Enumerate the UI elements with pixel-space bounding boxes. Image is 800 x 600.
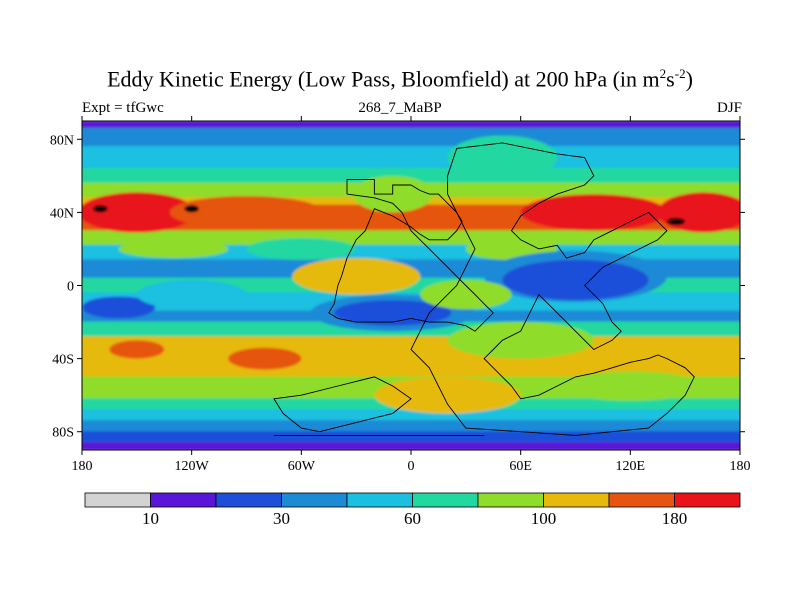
zonal-band-0	[82, 121, 740, 129]
colorbar-label-2: 60	[404, 509, 421, 528]
zonal-band-18	[82, 420, 740, 433]
chart-title: Eddy Kinetic Energy (Low Pass, Bloomfiel…	[0, 66, 800, 92]
y-tick-label-1: 40N	[50, 206, 74, 221]
zonal-band-1	[82, 127, 740, 148]
zonal-band-20	[82, 442, 740, 450]
zonal-band-2	[82, 146, 740, 170]
contour-feature-4	[520, 194, 667, 231]
x-tick-label-5: 120E	[616, 459, 646, 474]
contour-feature-19	[109, 340, 165, 359]
continent-outline-0	[328, 179, 494, 332]
x-tick-label-1: 120W	[175, 459, 210, 474]
contour-feature-20	[228, 347, 302, 370]
colorbar-swatch-6	[477, 492, 544, 508]
colorbar-swatch-0	[84, 492, 151, 508]
continent-outline-layer	[273, 142, 695, 436]
contour-feature-9	[246, 237, 357, 260]
run-id-label: 268_7_MaBP	[358, 100, 442, 116]
y-tick-label-2: 0	[67, 280, 74, 295]
zonal-band-14	[82, 336, 740, 378]
colorbar-label-0: 10	[142, 509, 159, 528]
colorbar-label-1: 30	[273, 509, 290, 528]
contour-feature-16	[136, 280, 247, 310]
axes-layer: 180 120W 60W 0 60E 120E 180 80N 40N 0 40S 80S	[50, 116, 751, 474]
colorbar-swatch-1	[150, 492, 217, 508]
colorbar-swatch-8	[608, 492, 675, 508]
season-label: DJF	[716, 100, 742, 116]
colorbar-swatch-3	[281, 492, 348, 508]
contour-feature-24	[118, 239, 229, 259]
colorbar-swatch-9	[674, 492, 741, 508]
colorbar-swatch-5	[412, 492, 479, 508]
zonal-band-19	[82, 431, 740, 444]
zonal-band-17	[82, 409, 740, 422]
contour-feature-8	[666, 217, 686, 226]
contour-feature-21	[447, 322, 594, 359]
contour-feature-23	[557, 371, 704, 401]
contour-feature-3	[447, 135, 558, 180]
x-tick-label-3: 0	[408, 459, 415, 474]
colorbar: 10 30 60 100 180	[84, 492, 741, 528]
continent-outline-2	[273, 376, 412, 433]
contour-feature-12	[502, 259, 649, 301]
chart-title-sup-1: 2	[659, 66, 667, 81]
zonal-band-3	[82, 168, 740, 184]
x-tick-label-6: 180	[730, 459, 751, 474]
x-tick-label-0: 180	[72, 459, 93, 474]
chart-title-end: )	[685, 66, 693, 92]
y-tick-label-4: 80S	[52, 426, 74, 441]
contour-feature-1	[169, 195, 324, 229]
x-tick-label-2: 60W	[288, 459, 316, 474]
contour-feature-6	[92, 205, 108, 213]
colorbar-swatch-4	[346, 492, 413, 508]
colorbar-swatch-2	[215, 492, 282, 508]
colorbar-label-3: 100	[531, 509, 557, 528]
x-tick-label-4: 60E	[509, 459, 532, 474]
zonal-band-7	[82, 230, 740, 246]
chart-title-sup-2: -2	[674, 66, 686, 81]
y-tick-label-3: 40S	[52, 353, 74, 368]
contour-shaded-field	[82, 121, 740, 450]
colorbar-label-4: 180	[662, 509, 688, 528]
contour-feature-18	[420, 280, 512, 310]
contour-feature-22	[374, 376, 521, 414]
contour-feature-5	[657, 192, 740, 233]
chart-title-main: Eddy Kinetic Energy (Low Pass, Bloomfiel…	[107, 66, 660, 92]
continent-outline-1	[410, 142, 695, 436]
contour-fill-layer	[82, 121, 740, 450]
y-tick-label-0: 80N	[50, 133, 74, 148]
contour-feature-0	[82, 192, 196, 233]
contour-feature-17	[292, 258, 421, 295]
chart-title-mid: s	[666, 66, 675, 92]
contour-feature-14	[334, 300, 452, 326]
experiment-label: Expt = tfGwc	[82, 100, 164, 116]
contour-feature-15	[82, 296, 156, 319]
contour-feature-7	[184, 205, 199, 213]
colorbar-swatch-7	[543, 492, 610, 508]
